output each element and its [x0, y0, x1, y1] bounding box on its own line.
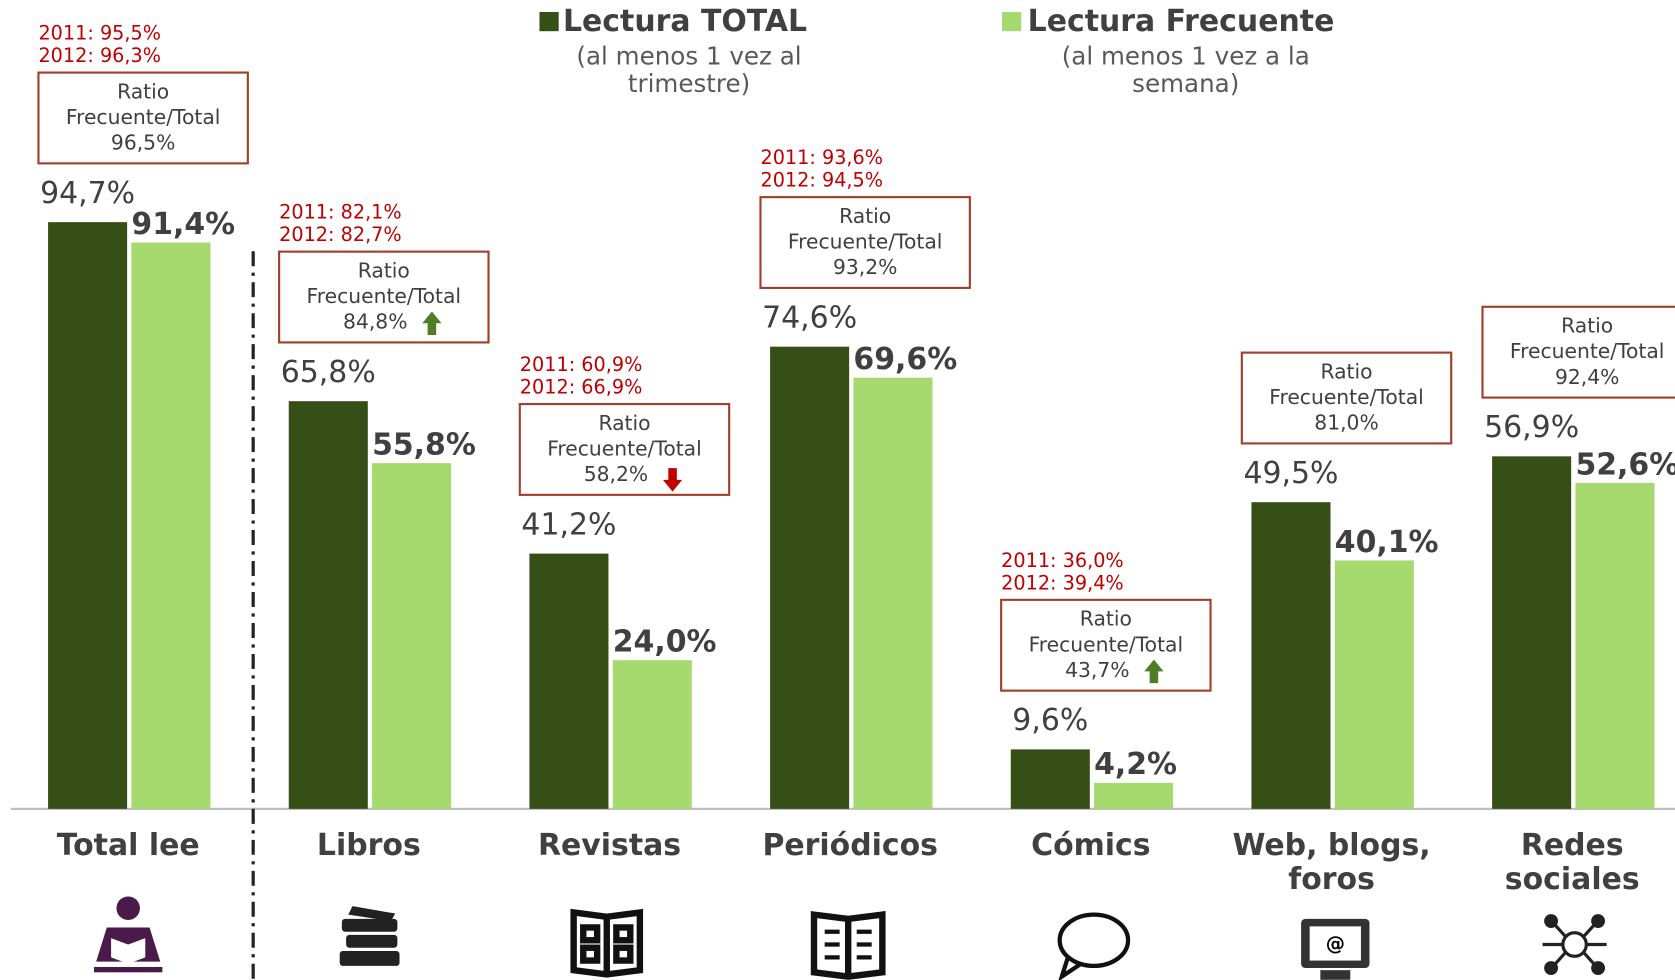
legend-swatch [1002, 11, 1022, 32]
category-label-box: Revistas [537, 828, 682, 863]
bar [1094, 782, 1174, 809]
bar [612, 660, 692, 809]
category-label: Libros [316, 828, 421, 863]
legend-swatch [539, 11, 559, 32]
value-label: 9,6% [1012, 703, 1088, 738]
trend-arrow [662, 468, 683, 492]
value-label: 40,1% [1335, 525, 1439, 560]
year-note: 2011: 82,1% [279, 201, 402, 224]
ratio-title: Ratio [1561, 314, 1613, 338]
value-label: 52,6% [1575, 447, 1675, 482]
bar [1492, 456, 1572, 809]
bar [48, 222, 128, 809]
legend-label: Lectura Frecuente [1028, 4, 1335, 39]
value-label: 91,4% [131, 207, 235, 242]
value-label: 4,2% [1094, 747, 1177, 782]
ratio-value: 81,0% [1314, 411, 1378, 435]
ratio-title: Frecuente/Total [547, 436, 702, 460]
category-label: Redes sociales [1504, 828, 1640, 897]
value-label: 56,9% [1484, 410, 1579, 445]
category-label: Web, blogs, foros [1232, 828, 1431, 897]
ratio-box [1481, 305, 1675, 399]
bar [853, 377, 933, 809]
year-note: 2012: 94,5% [760, 169, 883, 192]
ratio-box [1240, 351, 1453, 445]
bar [1334, 560, 1414, 809]
ratio-title: Frecuente/Total [307, 284, 462, 308]
category-label-box: Redes sociales [1504, 828, 1640, 897]
year-note: 2012: 96,3% [38, 44, 161, 67]
ratio-box [278, 250, 490, 344]
svg-text:@: @ [1326, 932, 1345, 955]
category-label: Cómics [1031, 828, 1151, 863]
year-note: 2011: 36,0% [1001, 549, 1124, 572]
bar [770, 346, 850, 809]
icon-social [1542, 914, 1607, 975]
ratio-title: Frecuente/Total [1029, 632, 1184, 656]
legend-subtitle-box: (al menos 1 vez a la semana) [1061, 42, 1310, 99]
legend-subtitle: (al menos 1 vez al trimestre) [576, 42, 802, 99]
ratio-box [1000, 598, 1212, 692]
ratio-box [37, 71, 249, 165]
ratio-title: Ratio [1320, 359, 1372, 383]
category-label: Revistas [537, 828, 682, 863]
legend-subtitle-box: (al menos 1 vez al trimestre) [576, 42, 802, 99]
year-note: 2012: 82,7% [279, 223, 402, 246]
ratio-box [518, 402, 731, 496]
value-label: 55,8% [372, 428, 476, 463]
category-label-box: Web, blogs, foros [1232, 828, 1431, 897]
ratio-title: Ratio [358, 258, 410, 282]
ratio-box [759, 196, 971, 289]
ratio-title: Frecuente/Total [788, 230, 943, 254]
icon-magazine [570, 908, 644, 978]
ratio-title: Frecuente/Total [1510, 339, 1665, 363]
ratio-title: Ratio [117, 79, 169, 103]
ratio-value: 43,7% [1065, 658, 1129, 682]
icon-monitor: @ [1301, 918, 1370, 980]
bar [529, 553, 609, 809]
ratio-title: Ratio [839, 204, 891, 228]
bar [1251, 502, 1331, 809]
category-label-box: Libros [316, 828, 421, 863]
category-label: Periódicos [762, 828, 938, 863]
legend-subtitle: (al menos 1 vez a la semana) [1061, 42, 1310, 99]
category-label-box: Periódicos [762, 828, 938, 863]
ratio-value: 96,5% [111, 131, 175, 155]
bar [372, 463, 452, 809]
year-note: 2011: 93,6% [760, 146, 883, 169]
ratio-title: Frecuente/Total [66, 105, 221, 129]
trend-arrow [422, 311, 442, 335]
value-label: 74,6% [762, 300, 857, 335]
year-note: 2011: 60,9% [520, 353, 643, 376]
year-note: 2012: 66,9% [520, 376, 643, 399]
value-label: 24,0% [613, 625, 717, 660]
ratio-value: 93,2% [833, 255, 897, 279]
year-note: 2012: 39,4% [1001, 571, 1124, 594]
value-label: 94,7% [40, 176, 135, 211]
value-label: 65,8% [281, 355, 376, 390]
ratio-title: Ratio [1080, 607, 1132, 631]
value-label: 41,2% [521, 507, 616, 542]
ratio-value: 84,8% [343, 310, 407, 334]
bar [1010, 749, 1090, 809]
icon-reader [94, 896, 163, 973]
ratio-value: 92,4% [1555, 365, 1619, 389]
category-label-box: Total lee [56, 828, 200, 863]
category-label: Total lee [56, 828, 200, 863]
ratio-title: Frecuente/Total [1269, 385, 1424, 409]
bar [131, 242, 211, 809]
category-label-box: Cómics [1031, 828, 1151, 863]
icon-speech [1057, 912, 1131, 980]
value-label: 49,5% [1243, 456, 1338, 491]
ratio-value: 58,2% [584, 462, 648, 486]
year-note: 2011: 95,5% [38, 22, 161, 45]
icon-newspaper [810, 910, 886, 980]
value-label: 69,6% [853, 342, 957, 377]
legend-label: Lectura TOTAL [563, 4, 807, 39]
icon-books [339, 906, 400, 966]
ratio-title: Ratio [598, 411, 650, 435]
bar [288, 401, 368, 809]
bar [1575, 482, 1655, 809]
